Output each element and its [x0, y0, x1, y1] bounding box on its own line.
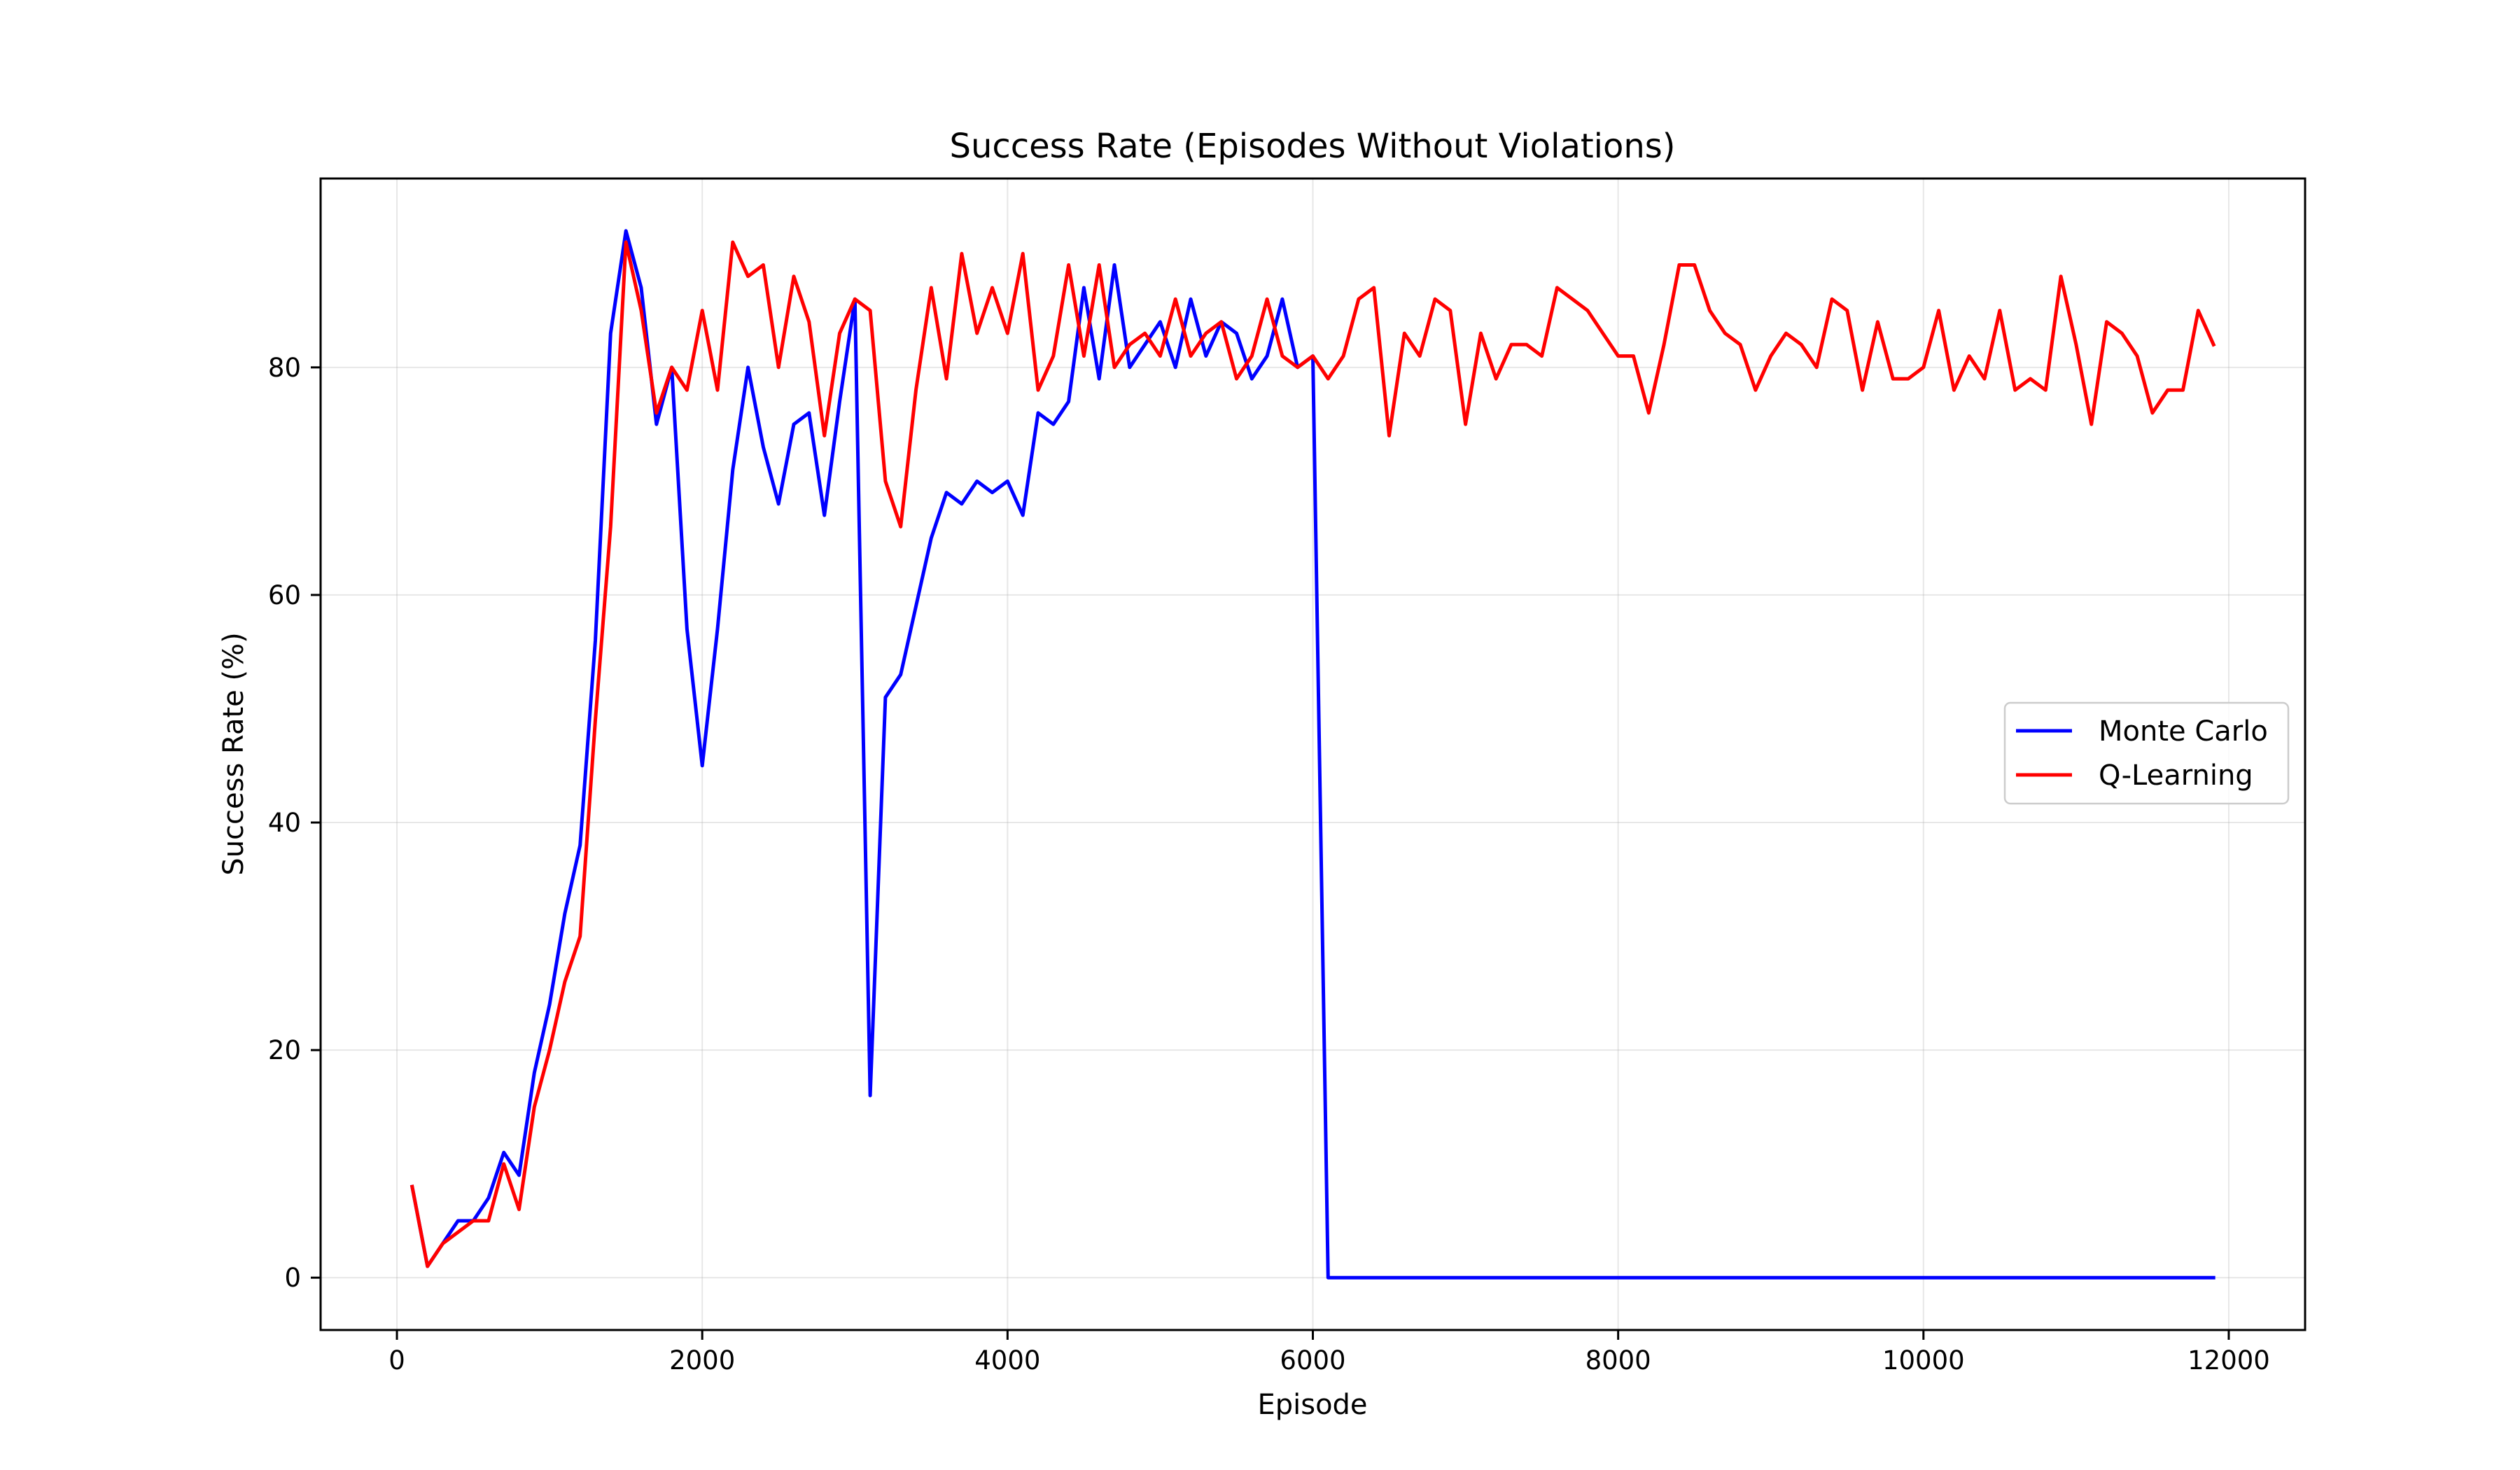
legend-label-q-learning: Q-Learning	[2099, 760, 2253, 792]
x-tick-label: 8000	[1586, 1345, 1651, 1376]
x-tick-label: 4000	[974, 1345, 1040, 1376]
x-axis-ticks: 0 2000 4000 6000 8000 10000 12000	[388, 1330, 2270, 1376]
x-tick-label: 12000	[2188, 1345, 2270, 1376]
y-tick-label: 0	[284, 1263, 301, 1293]
series-lines	[410, 229, 2216, 1280]
y-tick-label: 80	[268, 353, 301, 383]
series-line-q-learning	[410, 240, 2216, 1268]
y-axis-label: Success Rate (%)	[218, 632, 250, 875]
x-tick-label: 6000	[1280, 1345, 1345, 1376]
x-tick-label: 0	[388, 1345, 405, 1376]
y-axis-ticks: 0 20 40 60 80	[268, 353, 321, 1293]
legend: Monte Carlo Q-Learning	[2003, 701, 2290, 805]
x-tick-label: 2000	[669, 1345, 735, 1376]
y-tick-label: 20	[268, 1035, 301, 1065]
x-tick-label: 10000	[1882, 1345, 1965, 1376]
legend-box	[2003, 701, 2290, 805]
series-line-monte-carlo	[410, 229, 2216, 1280]
y-tick-label: 60	[268, 580, 301, 610]
y-tick-label: 40	[268, 808, 301, 838]
x-axis-label: Episode	[1257, 1389, 1367, 1421]
legend-label-monte-carlo: Monte Carlo	[2099, 715, 2268, 748]
chart-title: Success Rate (Episodes Without Violation…	[949, 127, 1675, 166]
